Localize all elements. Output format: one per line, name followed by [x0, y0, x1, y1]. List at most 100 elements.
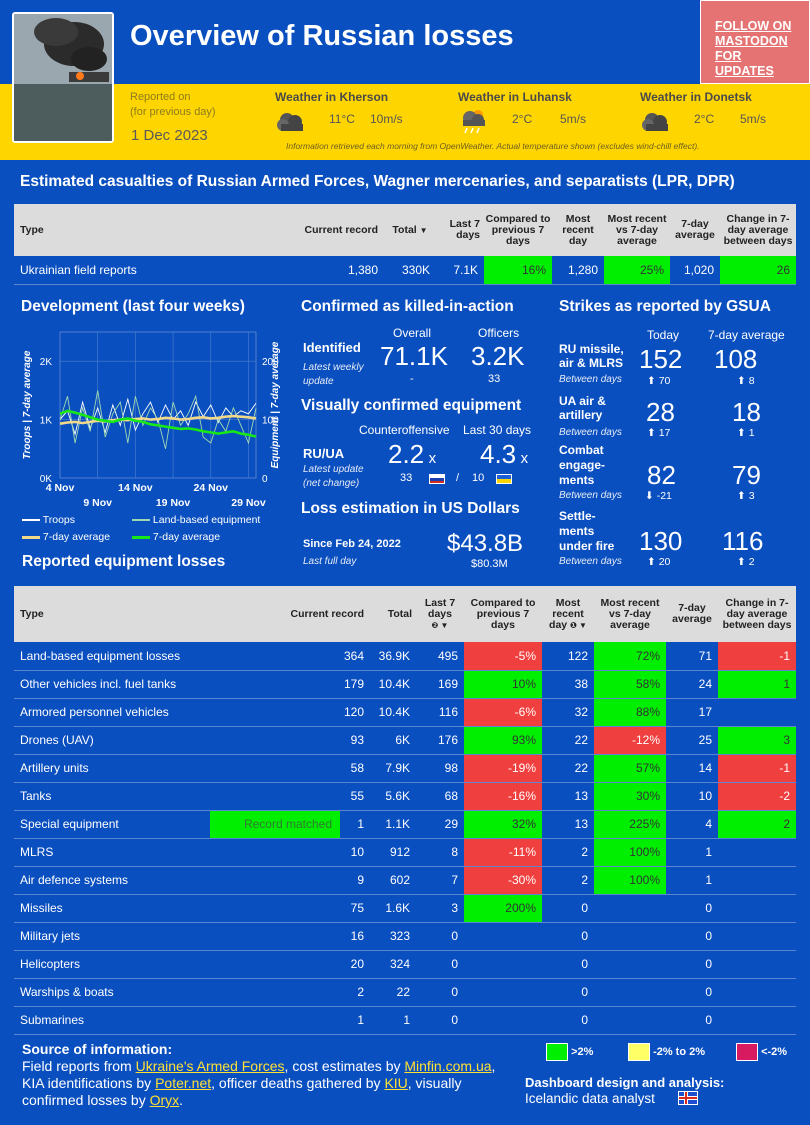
strike-today: 82	[647, 460, 676, 490]
development-chart-svg: 2K 1K 0K 200 100 0 Troops | 7-day average Equip…	[22, 331, 281, 509]
kia-identified-sub: Latest weekly update	[303, 362, 364, 387]
source-block: Source of information: Field reports fro…	[22, 1041, 508, 1109]
col-total[interactable]: Total	[370, 586, 416, 642]
row-last7: 495	[416, 642, 464, 671]
row-record: 9	[210, 866, 370, 895]
source-link-oryx[interactable]: Oryx	[149, 1092, 180, 1108]
row-avg7: 0	[666, 978, 718, 1007]
kia-officers-change: 33	[488, 373, 501, 385]
casualties-title: Estimated casualties of Russian Armed Fo…	[20, 173, 735, 190]
source-link-minfin[interactable]: Minfin.com.ua	[404, 1058, 492, 1074]
source-text: , cost estimates by	[284, 1058, 405, 1074]
col-vs-avg[interactable]: Most recent vs 7-day average	[604, 204, 670, 256]
legend-yellow-swatch	[628, 1043, 650, 1061]
col-avg7[interactable]: 7-day average	[670, 204, 720, 256]
row-avg7: 4	[666, 810, 718, 839]
row-change	[718, 950, 796, 979]
weather-temp: 11°C	[329, 112, 355, 126]
row-vs-avg: 57%	[594, 754, 666, 783]
cloud-icon	[277, 113, 303, 131]
visual-counter-x: x	[428, 450, 437, 467]
col-type[interactable]: Type	[14, 586, 210, 642]
row-last7: 0	[416, 978, 464, 1007]
follow-mastodon-link[interactable]: FOLLOW ON MASTODON FOR UPDATES	[700, 0, 810, 84]
row-total: 36.9K	[370, 642, 416, 671]
col-recent[interactable]: Most recent day ❶ ▼	[542, 586, 594, 642]
row-recent: 22	[542, 726, 594, 755]
col-compared[interactable]: Compared to previous 7 days	[484, 204, 552, 256]
col-record[interactable]: Current record	[274, 204, 384, 256]
col-avg7[interactable]: 7-day average	[666, 586, 718, 642]
table-row: Other vehicles incl. fuel tanks 179 10.4K 1…	[14, 670, 796, 699]
series-line-3	[59, 409, 257, 438]
row-compared: -16%	[464, 782, 542, 811]
row-vs-avg: 30%	[594, 782, 666, 811]
legend-troops: Troops	[22, 514, 75, 526]
col-compared[interactable]: Compared to previous 7 days	[464, 586, 542, 642]
row-change: 2	[718, 810, 796, 839]
col-last7-label: Last 7 days	[424, 596, 456, 620]
strike-avg: 18	[732, 397, 761, 427]
row-type: Land-based equipment losses	[14, 642, 210, 671]
row-avg7: 24	[666, 670, 718, 699]
col-record[interactable]: Current record	[210, 586, 370, 642]
strike-today: 28	[646, 397, 675, 427]
row-type: Submarines	[14, 1006, 210, 1035]
row-compared	[464, 950, 542, 979]
row-last7: 68	[416, 782, 464, 811]
row-record: 93	[210, 726, 370, 755]
strike-avg: 79	[732, 460, 761, 490]
col-last7[interactable]: Last 7 days	[436, 204, 484, 256]
row-record: 1,380	[274, 256, 384, 285]
reported-on-sub: (for previous day)	[130, 106, 216, 118]
visual-ua: 10	[472, 472, 485, 484]
row-recent: 13	[542, 782, 594, 811]
row-record: 179	[210, 670, 370, 699]
row-avg7: 14	[666, 754, 718, 783]
source-link-ukraine-armed-forces[interactable]: Ukraine's Armed Forces	[135, 1058, 285, 1074]
row-compared	[464, 978, 542, 1007]
source-link-kiu[interactable]: KIU	[384, 1075, 408, 1091]
x-tick-label: 24 Nov	[194, 482, 229, 494]
row-recent: 32	[542, 698, 594, 727]
legend-label: Land-based equipment	[152, 514, 261, 526]
row-compared: 32%	[464, 810, 542, 839]
table-row: Warships & boats 2 22 0 0 0	[14, 978, 796, 1007]
visual-sub: Latest update (net change)	[303, 464, 364, 489]
visual-counter-value: 2.2	[388, 439, 425, 469]
row-last7: 8	[416, 838, 464, 867]
legend-equipment-avg: 7-day average	[132, 531, 220, 543]
row-vs-avg	[594, 894, 666, 923]
row-vs-avg: 25%	[604, 256, 670, 285]
row-change	[718, 698, 796, 727]
table-row: Air defence systems 9 602 7 -30% 2 100% 1	[14, 866, 796, 895]
col-recent[interactable]: Most recent day	[552, 204, 604, 256]
row-change: -1	[718, 754, 796, 783]
row-record: Record matched 1	[210, 810, 370, 839]
row-type: Drones (UAV)	[14, 726, 210, 755]
strike-label: Settle-ments under fire	[559, 509, 615, 553]
col-total[interactable]: Total ▼	[384, 204, 436, 256]
equipment-title: Reported equipment losses	[22, 553, 226, 570]
record-matched-badge: Record matched	[210, 810, 340, 838]
row-type: Armored personnel vehicles	[14, 698, 210, 727]
weather-temp: 2°C	[694, 112, 715, 126]
visual-col-last30: Last 30 days	[463, 423, 532, 437]
source-link-poter[interactable]: Poter.net	[155, 1075, 212, 1091]
row-recent: 0	[542, 922, 594, 951]
col-type[interactable]: Type	[14, 204, 274, 256]
legend-swatch	[22, 535, 40, 539]
row-recent: 13	[542, 810, 594, 839]
col-change[interactable]: Change in 7-day average between days	[718, 586, 796, 642]
source-text: .	[179, 1092, 184, 1108]
source-title: Source of information:	[22, 1041, 173, 1057]
loss-title: Loss estimation in US Dollars	[301, 500, 520, 517]
col-last7[interactable]: Last 7 days ❷ ▼	[416, 586, 464, 642]
weather-donetsk: Weather in Donetsk 2°C 5m/s	[640, 90, 800, 140]
col-vs-avg[interactable]: Most recent vs 7-day average	[594, 586, 666, 642]
x-tick-label: 29 Nov	[231, 497, 266, 509]
col-change[interactable]: Change in 7-day average between days	[720, 204, 796, 256]
row-change	[718, 978, 796, 1007]
kia-officers-value: 3.2K	[471, 341, 525, 371]
row-last7: 98	[416, 754, 464, 783]
